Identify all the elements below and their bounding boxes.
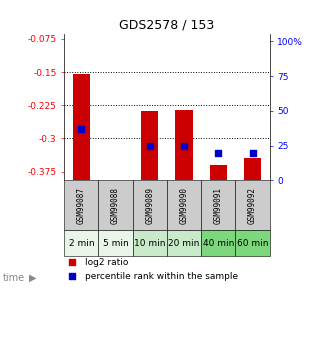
Text: GSM99090: GSM99090 — [179, 187, 188, 224]
Bar — [235, 230, 270, 256]
Text: GSM99088: GSM99088 — [111, 187, 120, 224]
Text: 2 min: 2 min — [68, 238, 94, 247]
Point — [181, 143, 187, 148]
Bar — [64, 230, 99, 256]
Bar — [210, 165, 227, 180]
Bar — [133, 180, 167, 230]
Bar — [167, 180, 201, 230]
Point — [216, 150, 221, 155]
Point — [70, 260, 75, 265]
Text: 40 min: 40 min — [203, 238, 234, 247]
Bar — [141, 110, 158, 180]
Bar — [167, 230, 201, 256]
Text: GSM99091: GSM99091 — [214, 187, 223, 224]
Text: 20 min: 20 min — [168, 238, 200, 247]
Text: 10 min: 10 min — [134, 238, 166, 247]
Text: percentile rank within the sample: percentile rank within the sample — [85, 272, 238, 280]
Bar — [99, 230, 133, 256]
Bar — [64, 180, 99, 230]
Bar — [201, 180, 235, 230]
Text: 5 min: 5 min — [103, 238, 128, 247]
Text: time: time — [3, 273, 25, 283]
Bar — [73, 74, 90, 180]
Bar — [201, 230, 235, 256]
Point — [70, 273, 75, 279]
Point — [250, 150, 255, 155]
Bar — [235, 180, 270, 230]
Bar — [133, 230, 167, 256]
Text: 60 min: 60 min — [237, 238, 268, 247]
Point — [147, 143, 152, 148]
Bar — [176, 110, 193, 180]
Text: GSM99087: GSM99087 — [77, 187, 86, 224]
Title: GDS2578 / 153: GDS2578 / 153 — [119, 19, 214, 32]
Bar — [99, 180, 133, 230]
Text: log2 ratio: log2 ratio — [85, 258, 128, 267]
Text: ▶: ▶ — [29, 273, 36, 283]
Text: GSM99092: GSM99092 — [248, 187, 257, 224]
Text: GSM99089: GSM99089 — [145, 187, 154, 224]
Point — [79, 126, 84, 132]
Bar — [244, 158, 261, 180]
